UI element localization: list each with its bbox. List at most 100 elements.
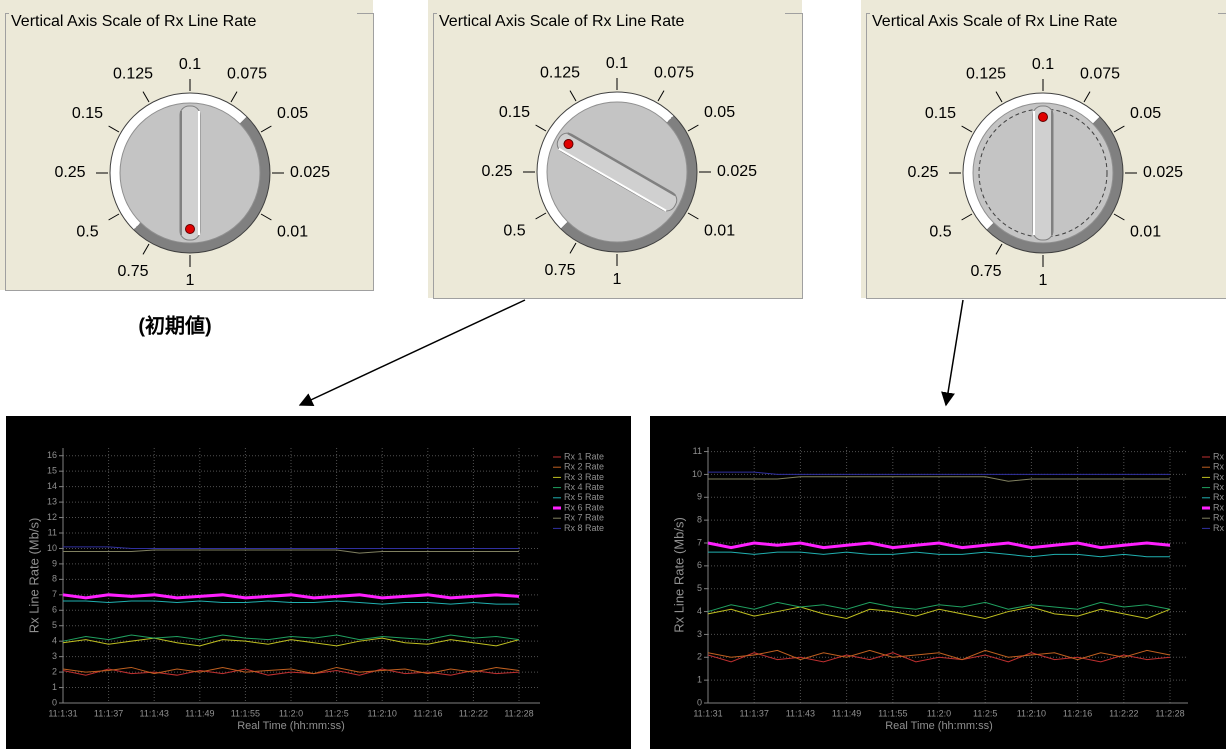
legend-label: Rx 1 Rate: [564, 451, 604, 461]
x-tick-label: 11:1:49: [185, 708, 214, 718]
dial-label: 0.25: [481, 163, 512, 180]
y-axis-title: Rx Line Rate (Mb/s): [671, 517, 686, 633]
x-tick-label: 11:2:16: [413, 708, 442, 718]
legend-label: Rx 4 Rate: [1213, 482, 1226, 492]
y-tick-label: 4: [697, 606, 702, 616]
y-tick-label: 15: [47, 466, 57, 476]
x-tick-label: 11:1:55: [878, 708, 907, 718]
y-tick-label: 7: [52, 589, 57, 599]
arrow: [946, 300, 963, 405]
dial-label: 0.01: [1130, 223, 1161, 240]
dial-label: 0.125: [113, 65, 153, 82]
pointer: [180, 106, 200, 240]
pointer: [1033, 106, 1053, 240]
x-tick-label: 11:2:0: [279, 708, 303, 718]
x-tick-label: 11:2:22: [459, 708, 488, 718]
dial-label: 0.15: [72, 105, 103, 122]
dial-label: 1: [1039, 272, 1048, 289]
dial-label: 0.05: [277, 105, 308, 122]
x-tick-label: 11:2:5: [324, 708, 348, 718]
y-tick-label: 3: [52, 651, 57, 661]
pointer-dot: [186, 225, 195, 234]
x-tick-label: 11:2:22: [1109, 708, 1138, 718]
dial-label: 0.075: [1080, 65, 1120, 82]
dial-label: 0.05: [1130, 105, 1161, 122]
group-title: Vertical Axis Scale of Rx Line Rate: [11, 13, 257, 30]
dial-label: 0.05: [704, 104, 735, 121]
dial-label: 0.1: [606, 55, 628, 72]
dial-label: 0.01: [704, 222, 735, 239]
dial-label: 0.075: [227, 65, 267, 82]
dial-label: 0.75: [544, 262, 575, 279]
x-axis-title: Real Time (hh:mm:ss): [885, 720, 993, 732]
pointer-dot: [1039, 113, 1048, 122]
y-tick-label: 9: [697, 492, 702, 502]
y-tick-label: 16: [47, 450, 57, 460]
y-tick-label: 10: [692, 469, 702, 479]
y-tick-label: 9: [52, 558, 57, 568]
legend-label: Rx 6 Rate: [1213, 502, 1226, 512]
group-title: Vertical Axis Scale of Rx Line Rate: [439, 13, 685, 30]
y-tick-label: 4: [52, 636, 57, 646]
y-tick-label: 14: [47, 481, 57, 491]
dial-label: 0.1: [179, 56, 201, 73]
y-tick-label: 11: [693, 446, 702, 456]
dial-label: 0.25: [907, 164, 938, 181]
y-tick-label: 10: [47, 543, 57, 553]
y-tick-label: 11: [48, 527, 57, 537]
x-tick-label: 11:2:16: [1063, 708, 1092, 718]
legend-label: Rx 7 Rate: [1213, 513, 1226, 523]
y-tick-label: 12: [47, 512, 57, 522]
legend-label: Rx 3 Rate: [564, 472, 604, 482]
dial-label: 0.75: [970, 263, 1001, 280]
pointer-bar: [1033, 106, 1053, 240]
legend-label: Rx 6 Rate: [564, 502, 604, 512]
dial-label: 0.75: [117, 263, 148, 280]
dial-label: 0.25: [54, 164, 85, 181]
x-tick-label: 11:1:37: [740, 708, 769, 718]
dial-label: 0.5: [503, 222, 525, 239]
y-tick-label: 6: [697, 560, 702, 570]
y-tick-label: 1: [52, 682, 57, 692]
pointer-bar: [180, 106, 200, 240]
chart-bg: [6, 416, 631, 749]
legend-label: Rx 7 Rate: [564, 513, 604, 523]
y-tick-label: 8: [697, 515, 702, 525]
y-axis-title: Rx Line Rate (Mb/s): [26, 518, 41, 634]
legend-label: Rx 3 Rate: [1213, 472, 1226, 482]
x-axis-title: Real Time (hh:mm:ss): [237, 720, 345, 732]
legend-label: Rx 5 Rate: [564, 492, 604, 502]
x-tick-label: 11:1:43: [140, 708, 169, 718]
x-tick-label: 11:2:0: [927, 708, 951, 718]
y-tick-label: 0: [697, 697, 702, 707]
x-tick-label: 11:1:43: [786, 708, 815, 718]
dial-label: 0.025: [717, 163, 757, 180]
y-tick-label: 7: [697, 537, 702, 547]
x-tick-label: 11:1:31: [48, 708, 77, 718]
dial-label: 1: [613, 271, 622, 288]
y-tick-label: 0: [52, 697, 57, 707]
dial-label: 1: [186, 272, 195, 289]
dial-label: 0.01: [277, 223, 308, 240]
x-tick-label: 11:2:10: [1017, 708, 1046, 718]
y-tick-label: 3: [697, 629, 702, 639]
y-tick-label: 2: [697, 652, 702, 662]
x-tick-label: 11:2:28: [504, 708, 533, 718]
y-tick-label: 5: [52, 620, 57, 630]
x-tick-label: 11:2:28: [1155, 708, 1184, 718]
x-tick-label: 11:1:37: [94, 708, 123, 718]
legend-label: Rx 8 Rate: [564, 523, 604, 533]
x-tick-label: 11:2:5: [973, 708, 997, 718]
dial-label: 0.025: [1143, 164, 1183, 181]
dial-label: 0.15: [925, 105, 956, 122]
legend-label: Rx 2 Rate: [1213, 462, 1226, 472]
dial-label: 0.15: [499, 104, 530, 121]
dial-label: 0.025: [290, 164, 330, 181]
legend-label: Rx 4 Rate: [564, 482, 604, 492]
legend-label: Rx 2 Rate: [564, 462, 604, 472]
dial-label: 0.1: [1032, 56, 1054, 73]
legend-label: Rx 5 Rate: [1213, 492, 1226, 502]
x-tick-label: 11:1:55: [231, 708, 260, 718]
legend-label: Rx 1 Rate: [1213, 451, 1226, 461]
legend-label: Rx 8 Rate: [1213, 523, 1226, 533]
